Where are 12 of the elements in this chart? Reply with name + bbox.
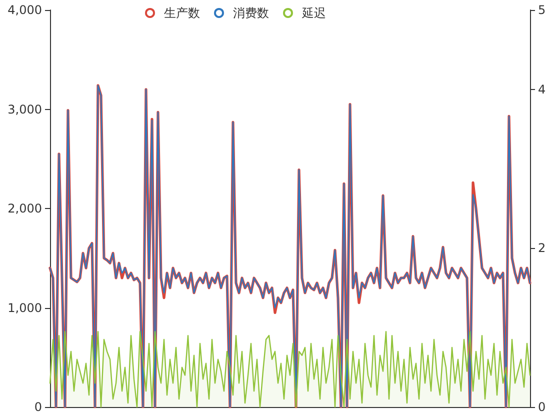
y-tick-label: 1,000	[8, 300, 42, 315]
y-tick-label: 2,000	[8, 202, 42, 216]
legend-label: 延迟	[301, 6, 326, 20]
y-tick-label: 4,000	[8, 3, 42, 17]
y2-tick-label: 0	[538, 400, 546, 414]
y2-tick-label: 2	[538, 241, 546, 256]
y-tick-label: 0	[34, 400, 42, 414]
legend-label: 消费数	[233, 6, 269, 20]
y2-tick-label: 4	[538, 82, 546, 96]
y-tick-label: 3,000	[8, 102, 42, 116]
legend-label: 生产数	[164, 6, 200, 20]
y2-tick-label: 5	[538, 3, 546, 17]
